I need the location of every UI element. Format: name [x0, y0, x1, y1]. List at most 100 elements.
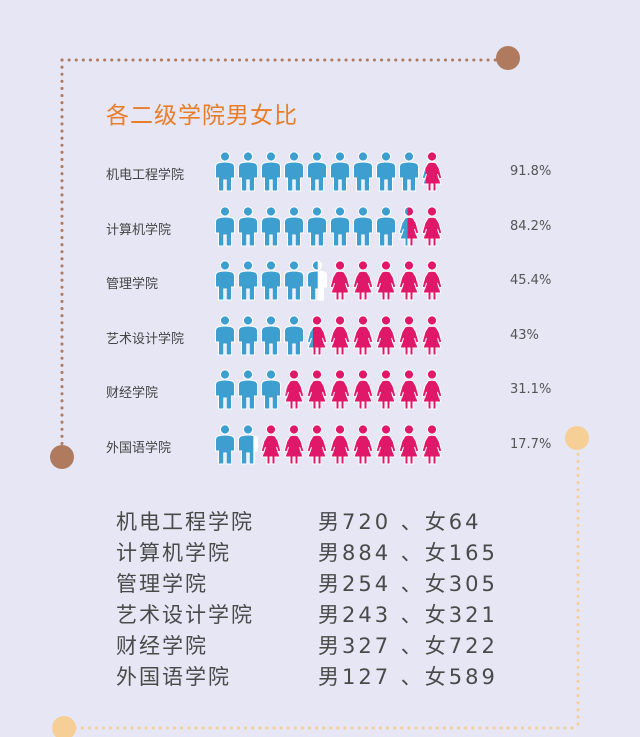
male-icon	[215, 369, 235, 410]
male-icon	[284, 151, 304, 192]
stat-college: 机电工程学院	[116, 510, 254, 534]
stat-college: 计算机学院	[116, 541, 231, 565]
male-icon	[261, 151, 281, 192]
male-icon	[353, 151, 373, 192]
female-icon	[329, 314, 351, 355]
chart-row: 艺术设计学院 43%	[0, 314, 640, 358]
female-icon	[421, 314, 443, 355]
stat-counts: 男720 、女64	[318, 510, 482, 534]
stat-line: 外国语学院 男127 、女589	[116, 661, 556, 692]
split-icon	[307, 260, 327, 301]
female-icon	[375, 314, 397, 355]
female-icon	[375, 423, 397, 464]
row-percent: 17.7%	[510, 436, 552, 452]
stat-line: 财经学院 男327 、女722	[116, 630, 556, 661]
chart-title: 各二级学院男女比	[106, 103, 298, 129]
split-icon	[238, 423, 258, 464]
frame-dot-left	[50, 445, 74, 469]
male-icon	[215, 205, 235, 246]
chart-row: 计算机学院 84.2%	[0, 205, 640, 249]
stat-counts: 男884 、女165	[318, 541, 498, 565]
male-icon	[238, 369, 258, 410]
stat-college: 财经学院	[116, 634, 208, 658]
female-icon	[306, 369, 328, 410]
female-icon	[352, 423, 374, 464]
row-icons	[215, 423, 443, 464]
stat-college: 管理学院	[116, 572, 208, 596]
female-icon	[260, 423, 282, 464]
chart-row: 外国语学院 17.7%	[0, 423, 640, 467]
row-percent: 45.4%	[510, 273, 552, 288]
male-icon	[307, 151, 327, 192]
male-icon	[330, 205, 350, 246]
frame-dot-right	[565, 426, 589, 450]
split-icon	[398, 205, 420, 246]
male-icon	[284, 260, 304, 301]
frame-dot-bottom-left	[52, 716, 76, 737]
stat-line: 艺术设计学院 男243 、女321	[116, 599, 556, 630]
male-icon	[215, 314, 235, 355]
stat-counts: 男327 、女722	[318, 634, 498, 658]
row-icons	[215, 260, 443, 301]
row-percent: 84.2%	[510, 218, 552, 234]
female-icon	[421, 205, 443, 246]
row-percent: 43%	[510, 327, 539, 343]
row-icons	[215, 205, 443, 246]
row-label: 计算机学院	[106, 222, 172, 238]
stat-line: 管理学院 男254 、女305	[116, 568, 556, 599]
male-icon	[238, 314, 258, 355]
male-icon	[284, 314, 304, 355]
male-icon	[261, 260, 281, 301]
female-icon	[352, 314, 374, 355]
row-label: 管理学院	[106, 277, 159, 292]
row-label: 外国语学院	[106, 440, 172, 456]
row-icons	[215, 151, 443, 192]
stat-counts: 男127 、女589	[318, 665, 498, 689]
stat-college: 艺术设计学院	[116, 603, 254, 627]
frame-dot-top-right	[496, 46, 520, 70]
male-icon	[238, 260, 258, 301]
chart-row: 管理学院 45.4%	[0, 259, 640, 303]
female-icon	[329, 423, 351, 464]
stat-counts: 男243 、女321	[318, 603, 498, 627]
row-icons	[215, 369, 443, 410]
female-icon	[398, 260, 420, 301]
row-label: 机电工程学院	[106, 168, 185, 183]
split-icon	[421, 151, 443, 192]
male-icon	[261, 205, 281, 246]
male-icon	[399, 151, 419, 192]
female-icon	[398, 423, 420, 464]
female-icon	[306, 423, 328, 464]
male-icon	[215, 151, 235, 192]
split-icon	[283, 369, 305, 410]
male-icon	[261, 314, 281, 355]
male-icon	[261, 369, 281, 410]
female-icon	[421, 260, 443, 301]
male-icon	[284, 205, 304, 246]
row-icons	[215, 314, 443, 355]
female-icon	[375, 260, 397, 301]
row-percent: 31.1%	[510, 382, 552, 397]
male-icon	[376, 151, 396, 192]
female-icon	[329, 369, 351, 410]
female-icon	[398, 314, 420, 355]
split-icon	[306, 314, 328, 355]
stats-list: 机电工程学院 男720 、女64 计算机学院 男884 、女165 管理学院 男254 、…	[116, 506, 556, 692]
stat-college: 外国语学院	[116, 665, 231, 689]
row-percent: 91.8%	[510, 164, 552, 179]
male-icon	[353, 205, 373, 246]
female-icon	[398, 369, 420, 410]
row-label: 艺术设计学院	[106, 331, 185, 347]
male-icon	[376, 205, 396, 246]
male-icon	[215, 423, 235, 464]
stat-line: 计算机学院 男884 、女165	[116, 537, 556, 568]
chart-row: 机电工程学院 91.8%	[0, 150, 640, 194]
female-icon	[329, 260, 351, 301]
male-icon	[307, 205, 327, 246]
male-icon	[238, 151, 258, 192]
male-icon	[215, 260, 235, 301]
row-label: 财经学院	[106, 386, 159, 401]
female-icon	[421, 423, 443, 464]
female-icon	[352, 260, 374, 301]
